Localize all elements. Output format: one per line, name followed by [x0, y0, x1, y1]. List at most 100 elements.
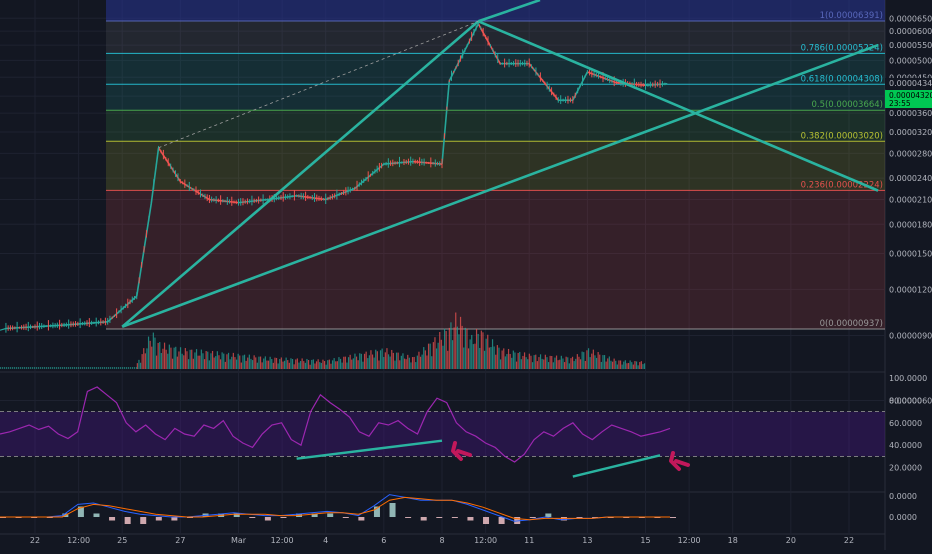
time-tick-label: 12:00 — [474, 536, 497, 545]
volume-bar — [134, 367, 136, 369]
volume-bar — [445, 331, 447, 369]
volume-bar — [480, 330, 482, 369]
volume-bar — [384, 352, 386, 369]
price-segment — [477, 23, 501, 65]
volume-bar — [266, 360, 268, 369]
volume-bar — [30, 367, 32, 369]
fibonacci-retracement[interactable]: 1(0.00006391) 0.786(0.00005224) 0.618(0.00… — [106, 0, 885, 330]
volume-bar — [531, 362, 534, 369]
volume-bar — [639, 362, 641, 369]
volume-bar — [126, 367, 128, 369]
volume-bar — [527, 359, 529, 369]
fib-zone-top — [106, 0, 885, 21]
volume-bar — [621, 364, 623, 369]
current-price-tag[interactable] — [885, 90, 932, 109]
trendline[interactable] — [121, 43, 879, 329]
trendline[interactable] — [121, 20, 480, 328]
volume-bar — [130, 367, 132, 369]
volume-bar — [210, 353, 212, 369]
volume-bar — [239, 355, 241, 369]
volume-bar — [589, 357, 591, 369]
volume-bar — [0, 367, 2, 369]
volume-bar — [287, 360, 289, 369]
time-tick-label: 12:00 — [67, 536, 90, 545]
volume-bar — [421, 354, 423, 369]
volume-bar — [274, 357, 276, 369]
volume-bar — [64, 367, 66, 369]
volume-bar — [571, 356, 574, 369]
volume-bar — [235, 359, 238, 369]
macd-histogram-bar — [171, 517, 178, 521]
volume-bar — [165, 349, 167, 369]
rsi-divergence-line[interactable] — [296, 439, 443, 460]
volume-bar — [491, 339, 494, 369]
time-tick-label: 25 — [117, 536, 127, 545]
macd-histogram-bar — [77, 506, 84, 517]
volume-bar — [247, 357, 249, 369]
trendline[interactable] — [477, 20, 879, 192]
macd-histogram-bar — [670, 517, 676, 518]
volume-bar — [499, 359, 502, 369]
volume-bar — [211, 350, 214, 369]
volume-bar — [616, 364, 618, 369]
volume-bar — [635, 361, 638, 369]
trendlines[interactable] — [121, 0, 879, 329]
volume-bar — [24, 367, 26, 369]
volume-bar — [448, 327, 450, 369]
volume-bar — [533, 355, 535, 369]
volume-bar — [26, 367, 28, 369]
volume-bar — [199, 355, 201, 369]
volume-bar — [280, 357, 282, 369]
volume-bar — [475, 329, 478, 369]
volume-bar — [116, 367, 118, 369]
macd-histogram-bar — [140, 517, 147, 524]
volume-bar — [149, 340, 151, 369]
volume-bar — [275, 357, 278, 369]
volume-bar — [253, 355, 255, 369]
volume-bar — [66, 367, 68, 369]
fib-level-label: 0.382(0.00003020) — [801, 131, 883, 141]
time-tick-label: 4 — [323, 536, 328, 545]
volume-bar — [167, 353, 169, 369]
volume-bar — [70, 367, 72, 369]
volume-bars — [0, 312, 646, 369]
macd-histogram-bar — [233, 513, 240, 517]
volume-bar — [520, 359, 522, 369]
volume-bar — [418, 351, 420, 369]
volume-bar — [118, 367, 120, 369]
volume-bar — [629, 360, 631, 369]
volume-bar — [231, 356, 233, 369]
volume-bar — [226, 354, 228, 369]
macd-histogram-bar — [109, 517, 116, 521]
volume-bar — [328, 359, 330, 369]
fib-level-label: 0.5(0.00003664) — [811, 100, 883, 110]
price-segment — [645, 83, 668, 87]
volume-bar — [98, 367, 100, 369]
trendline-extension[interactable] — [477, 0, 541, 23]
fib-zone — [106, 84, 885, 111]
volume-bar — [34, 367, 36, 369]
volume-bar — [360, 353, 362, 369]
volume-bar — [48, 367, 50, 369]
time-axis[interactable]: 22 12:00 25 27 Mar 12:00 4 6 8 12:00 11 13 15 12:00 18… — [30, 536, 854, 545]
volume-bar — [298, 362, 300, 369]
rsi-divergence-line[interactable] — [572, 454, 661, 478]
macd-histogram-bar — [420, 517, 427, 521]
volume-bar — [362, 361, 364, 369]
volume-bar — [202, 353, 204, 369]
volume-bar — [86, 367, 88, 369]
volume-bar — [463, 347, 465, 369]
volume-bar — [96, 367, 98, 369]
volume-bar — [546, 357, 548, 369]
volume-bar — [279, 359, 281, 369]
volume-bar — [200, 349, 202, 369]
volume-bar — [290, 358, 292, 369]
volume-bar — [490, 347, 492, 369]
volume-bar — [325, 364, 327, 369]
volume-bar — [483, 350, 486, 369]
